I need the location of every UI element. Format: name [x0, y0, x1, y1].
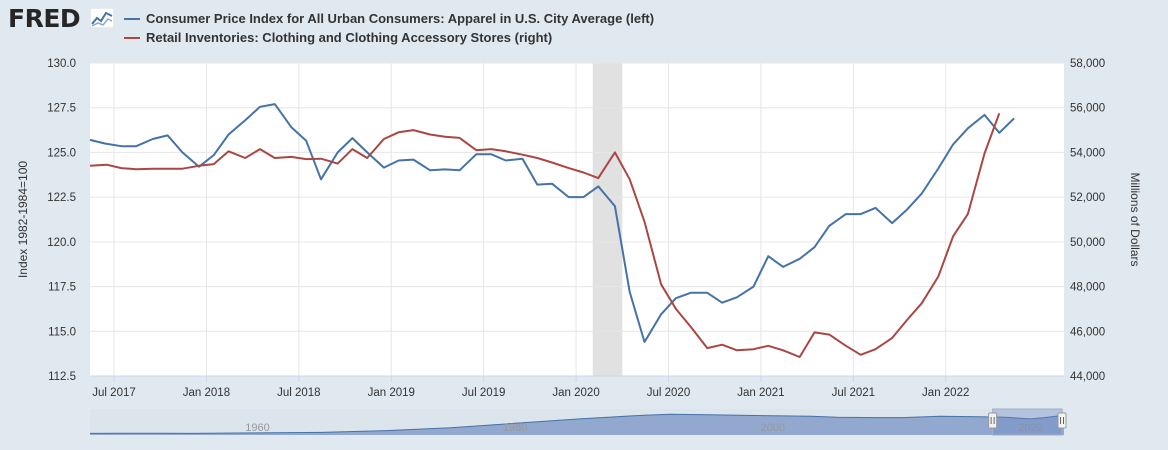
- x-tick-label: Jan 2022: [922, 387, 969, 399]
- x-tick-label: Jul 2021: [832, 387, 875, 399]
- y-right-tick-label: 56,000: [1070, 103, 1105, 115]
- legend-item-cpi-apparel[interactable]: Consumer Price Index for All Urban Consu…: [124, 11, 654, 26]
- plot-background: [90, 63, 1064, 376]
- y-right-tick-label: 48,000: [1070, 282, 1105, 294]
- y-left-tick-label: 112.5: [48, 371, 76, 383]
- x-tick-label: Jan 2020: [552, 387, 599, 399]
- navigator-area: [90, 414, 1064, 435]
- x-tick-label: Jan 2021: [737, 387, 784, 399]
- x-tick-label: Jul 2018: [277, 387, 320, 399]
- y-right-tick-label: 50,000: [1070, 237, 1105, 249]
- x-tick-label: Jan 2018: [183, 387, 230, 399]
- y-right-tick-label: 46,000: [1070, 326, 1105, 338]
- legend-item-retail-inventories[interactable]: Retail Inventories: Clothing and Clothin…: [124, 30, 552, 45]
- legend-label-inventories: Retail Inventories: Clothing and Clothin…: [146, 30, 553, 45]
- fred-logo-graph-icon: [90, 8, 114, 28]
- x-tick-label: Jul 2020: [647, 387, 690, 399]
- y-axis-right: 44,000 46,000 48,000 50,000 52,000 54,000 56,0…: [1070, 58, 1105, 383]
- navigator-panel[interactable]: 1960 1980 2000 2020: [89, 408, 1067, 436]
- y-left-tick-label: 117.5: [48, 282, 76, 294]
- navigator-year-label: 2000: [761, 422, 785, 434]
- y-right-tick-label: 58,000: [1070, 58, 1105, 70]
- x-tick-label: Jan 2019: [368, 387, 415, 399]
- x-tick-label: Jul 2017: [92, 387, 135, 399]
- y-left-tick-label: 125.0: [47, 147, 76, 159]
- x-tick-label: Jul 2019: [462, 387, 505, 399]
- navigator-year-label: 1960: [245, 422, 269, 434]
- y-left-tick-label: 130.0: [47, 58, 76, 70]
- navigator-year-label: 1980: [503, 422, 527, 434]
- series-line-cpi-apparel[interactable]: [89, 103, 1015, 343]
- navigator-handle-left[interactable]: [988, 412, 998, 429]
- series-line-retail-inventories[interactable]: [89, 112, 1001, 358]
- y-right-tick-label: 54,000: [1070, 147, 1105, 159]
- legend-swatch-cpi: [124, 17, 140, 20]
- y-left-tick-label: 127.5: [47, 103, 76, 115]
- y-left-tick-label: 120.0: [47, 237, 76, 249]
- fred-logo[interactable]: FRED: [8, 4, 81, 33]
- y-left-tick-label: 122.5: [47, 192, 76, 204]
- y-right-tick-label: 52,000: [1070, 192, 1105, 204]
- navigator-year-label: 2020: [1018, 422, 1042, 434]
- navigator-handle-right[interactable]: [1057, 412, 1067, 429]
- navigator-line: [89, 413, 1065, 434]
- legend-swatch-inventories: [124, 36, 140, 39]
- x-axis: Jul 2017 Jan 2018 Jul 2018 Jan 2019 Jul 2019…: [90, 375, 1064, 399]
- y-axis-left-title: Index 1982-1984=100: [16, 161, 30, 278]
- y-left-tick-label: 115.0: [48, 326, 76, 338]
- series-lines: [89, 103, 1015, 358]
- legend-label-cpi: Consumer Price Index for All Urban Consu…: [146, 11, 655, 26]
- y-axis-right-title: Millions of Dollars: [1128, 172, 1142, 266]
- y-right-tick-label: 44,000: [1070, 371, 1105, 383]
- navigator-selected-range[interactable]: [992, 408, 1063, 436]
- y-axis-left: 112.5 115.0 117.5 120.0 122.5 125.0 127.5 130.0: [47, 58, 76, 383]
